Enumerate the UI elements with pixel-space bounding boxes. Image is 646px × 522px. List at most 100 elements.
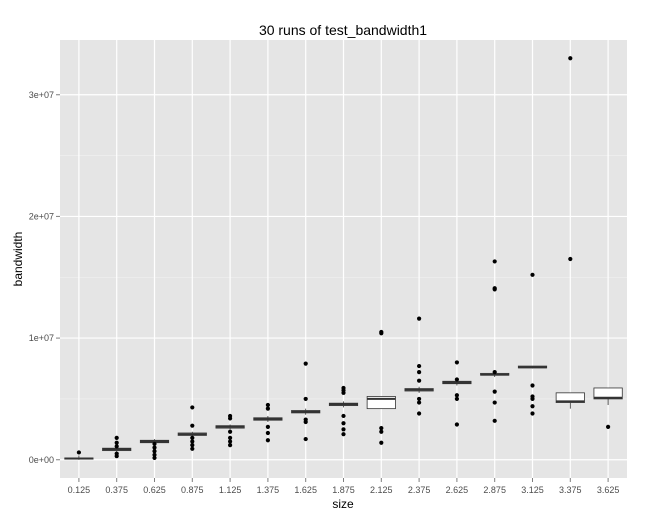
chart-title: 30 runs of test_bandwidth1	[259, 22, 427, 38]
box-0.125	[64, 450, 94, 460]
outlier-point	[417, 411, 422, 416]
outlier-point	[492, 287, 497, 292]
x-tick-label: 0.375	[105, 485, 128, 495]
outlier-point	[114, 454, 119, 459]
outlier-point	[303, 419, 308, 425]
outlier-point	[303, 361, 308, 366]
outlier-point	[530, 404, 535, 409]
outlier-point	[228, 435, 233, 440]
outlier-point	[530, 411, 535, 416]
outlier-point	[152, 455, 157, 461]
outlier-point	[379, 429, 384, 434]
outlier-point	[454, 360, 459, 365]
box-0.625	[139, 439, 170, 461]
box-2.375	[404, 316, 434, 416]
outlier-point	[492, 259, 497, 264]
outlier-point	[341, 421, 346, 426]
x-tick-label: 3.625	[597, 485, 620, 495]
y-tick-label: 1e+07	[29, 333, 54, 343]
outlier-point	[454, 393, 459, 398]
x-tick-label: 2.125	[370, 485, 393, 495]
x-axis-title: size	[332, 497, 354, 511]
outlier-point	[76, 450, 81, 455]
outlier-point	[606, 424, 611, 429]
outlier-point	[303, 436, 308, 442]
outlier-point	[190, 443, 195, 448]
x-axis: 0.125 0.375 0.625 0.875 1.125 1.375 1.625 1.875…	[68, 478, 620, 495]
boxplot-series	[64, 56, 623, 461]
outlier-point	[454, 422, 459, 427]
outlier-point	[190, 435, 195, 440]
box-2.625	[442, 360, 472, 427]
outlier-point	[417, 400, 422, 405]
box-1.375	[253, 402, 283, 443]
outlier-point	[417, 378, 422, 383]
outlier-point	[417, 316, 422, 321]
x-tick-label: 1.625	[294, 485, 317, 495]
outlier-point	[265, 438, 270, 443]
outlier-point	[190, 423, 195, 428]
outlier-point	[303, 396, 308, 402]
x-tick-label: 1.125	[219, 485, 242, 495]
outlier-point	[228, 443, 233, 448]
outlier-point	[190, 446, 195, 451]
outlier-point	[152, 449, 157, 454]
outlier-point	[492, 389, 497, 394]
outlier-point	[152, 441, 157, 447]
box-3.125	[517, 272, 548, 416]
box-3.375	[555, 56, 585, 409]
x-tick-label: 2.375	[408, 485, 431, 495]
box-iqr	[593, 387, 623, 400]
x-tick-label: 0.875	[181, 485, 204, 495]
outlier-point	[379, 426, 384, 431]
box-2.875	[480, 259, 510, 423]
outlier-point	[114, 440, 119, 445]
outlier-point	[265, 406, 270, 411]
box-iqr	[555, 392, 585, 403]
x-tick-label: 0.625	[143, 485, 166, 495]
outlier-point	[379, 331, 384, 336]
outlier-point	[341, 413, 346, 419]
y-tick-label: 2e+07	[29, 211, 54, 221]
outlier-point	[190, 405, 195, 410]
outlier-point	[341, 427, 346, 432]
outlier-point	[228, 416, 233, 421]
x-tick-label: 1.375	[257, 485, 280, 495]
outlier-point	[228, 429, 233, 434]
outlier-point	[265, 430, 270, 436]
outlier-point	[492, 418, 497, 423]
outlier-point	[530, 383, 535, 388]
y-axis: 0e+00 1e+07 2e+07 3e+07	[29, 90, 60, 465]
box-0.875	[177, 405, 207, 451]
box-0.375	[102, 435, 132, 459]
x-tick-label: 2.625	[446, 485, 469, 495]
outlier-point	[530, 396, 535, 402]
box-3.625	[593, 387, 623, 429]
y-tick-label: 3e+07	[29, 90, 54, 100]
outlier-point	[530, 272, 535, 277]
outlier-point	[568, 56, 573, 61]
outlier-point	[417, 370, 422, 375]
outlier-point	[417, 363, 422, 369]
outlier-point	[341, 432, 346, 437]
outlier-point	[152, 445, 157, 450]
outlier-point	[152, 452, 157, 457]
x-tick-label: 3.375	[559, 485, 582, 495]
outlier-point	[379, 440, 384, 445]
outlier-point	[114, 444, 119, 449]
outlier-point	[568, 256, 573, 262]
box-1.125	[215, 413, 245, 448]
outlier-point	[454, 396, 459, 402]
y-tick-label: 0e+00	[29, 455, 54, 465]
outlier-point	[228, 439, 233, 444]
box-1.625	[291, 361, 321, 442]
y-axis-title: bandwidth	[11, 232, 25, 287]
outlier-point	[265, 402, 270, 408]
outlier-point	[492, 400, 497, 405]
x-tick-label: 1.875	[332, 485, 355, 495]
outlier-point	[492, 370, 497, 375]
outlier-point	[341, 390, 346, 395]
outlier-point	[265, 424, 270, 429]
outlier-point	[417, 396, 422, 402]
